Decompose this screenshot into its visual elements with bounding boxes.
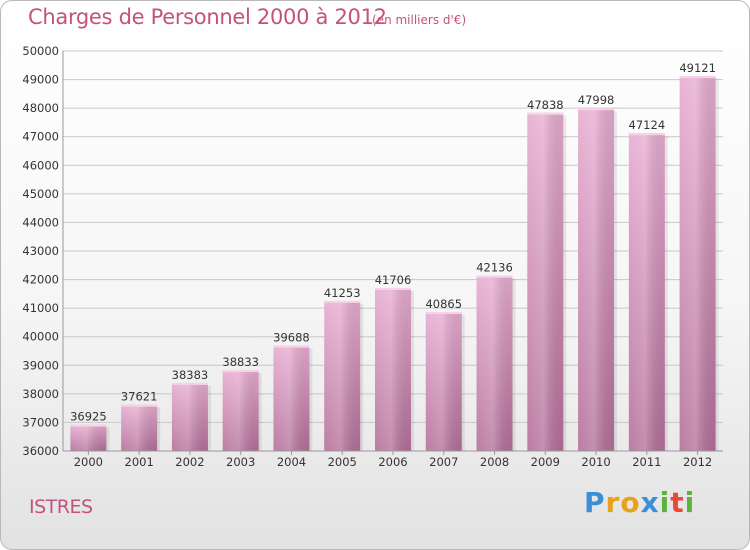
bar-highlight (70, 424, 107, 451)
bar-top-edge (425, 312, 462, 314)
logo-letter: o (620, 486, 641, 519)
bar-top-edge (70, 424, 107, 427)
y-tick-label: 49000 (22, 73, 59, 87)
bar-top-edge (527, 112, 564, 115)
x-tick-label-2004: 2004 (277, 455, 306, 469)
logo-letter: P (584, 486, 606, 519)
bar-highlight (273, 345, 310, 451)
logo-letter: i (659, 486, 671, 519)
y-tick-label: 48000 (22, 101, 59, 115)
value-label-2003: 38833 (222, 355, 259, 369)
city-label: ISTRES (29, 496, 93, 518)
x-tick-label-2010: 2010 (581, 455, 610, 469)
x-tick-label-2000: 2000 (74, 455, 103, 469)
y-tick-label: 39000 (22, 358, 59, 372)
value-label-2005: 41253 (324, 286, 361, 300)
value-label-2004: 39688 (273, 331, 310, 345)
value-label-2009: 47838 (527, 98, 564, 112)
y-tick-label: 45000 (22, 187, 59, 201)
bar-highlight (171, 382, 208, 451)
y-tick-label: 36000 (22, 444, 59, 458)
chart-title: Charges de Personnel 2000 à 2012 (28, 5, 387, 29)
bar-highlight (578, 108, 615, 451)
value-label-2000: 36925 (70, 410, 107, 424)
value-labels: 36925 37621 38383 38833 39688 41253 41706 40865… (70, 61, 716, 423)
bar-highlight (425, 312, 462, 451)
value-label-2010: 47998 (578, 93, 615, 107)
y-tick-label: 50000 (22, 44, 59, 58)
x-tick-label-2008: 2008 (480, 455, 509, 469)
x-tick-label-2005: 2005 (328, 455, 357, 469)
bar-highlight (628, 133, 665, 451)
chart-subtitle: (en milliers d'€) (372, 13, 467, 27)
value-label-2002: 38383 (172, 368, 209, 382)
logo-letter: x (640, 486, 660, 519)
y-tick-label: 37000 (22, 415, 59, 429)
x-tick-label-2002: 2002 (175, 455, 204, 469)
bar-top-edge (222, 370, 259, 373)
y-tick-label: 42000 (22, 273, 59, 287)
y-tick-label: 38000 (22, 387, 59, 401)
bar-highlight (375, 287, 411, 451)
x-tick-label-2011: 2011 (632, 455, 661, 469)
y-tick-label: 44000 (22, 215, 59, 229)
value-label-2006: 41706 (375, 273, 412, 287)
y-tick-label: 47000 (22, 130, 59, 144)
x-tick-label-2006: 2006 (378, 455, 407, 469)
value-label-2011: 47124 (629, 118, 666, 132)
axes: 36000 37000 38000 39000 40000 41000 42000 43000… (22, 44, 723, 469)
bars (70, 76, 719, 452)
x-tick-label-2003: 2003 (226, 455, 255, 469)
bar-highlight (527, 112, 564, 452)
y-tick-label: 40000 (22, 330, 59, 344)
bar-highlight (679, 76, 716, 451)
bar-top-edge (679, 76, 716, 79)
x-tick-label-2001: 2001 (125, 455, 154, 469)
x-tick-label-2012: 2012 (683, 455, 712, 469)
value-label-2008: 42136 (476, 261, 513, 275)
value-label-2007: 40865 (425, 297, 462, 311)
bar-highlight (222, 370, 259, 451)
proxiti-logo: Proxiti (584, 486, 695, 519)
bar-highlight (121, 404, 158, 451)
bar-top-edge (273, 345, 310, 348)
bar-top-edge (476, 275, 513, 278)
bar-highlight (324, 300, 361, 451)
x-tick-label-2007: 2007 (429, 455, 458, 469)
logo-letter: i (684, 486, 696, 519)
x-tick-label-2009: 2009 (531, 455, 560, 469)
value-label-2001: 37621 (121, 390, 158, 404)
bar-top-edge (324, 300, 361, 303)
bar-top-edge (121, 404, 158, 407)
bar-top-edge (171, 382, 208, 385)
y-tick-label: 43000 (22, 244, 59, 258)
bar-top-edge (628, 133, 665, 136)
bar-highlight (476, 275, 513, 451)
y-tick-label: 41000 (22, 301, 59, 315)
bar-top-edge (375, 287, 411, 290)
y-tick-label: 46000 (22, 158, 59, 172)
logo-letter: r (605, 486, 621, 519)
value-label-2012: 49121 (679, 61, 716, 75)
bar-top-edge (578, 108, 615, 111)
logo-letter: t (670, 486, 685, 519)
